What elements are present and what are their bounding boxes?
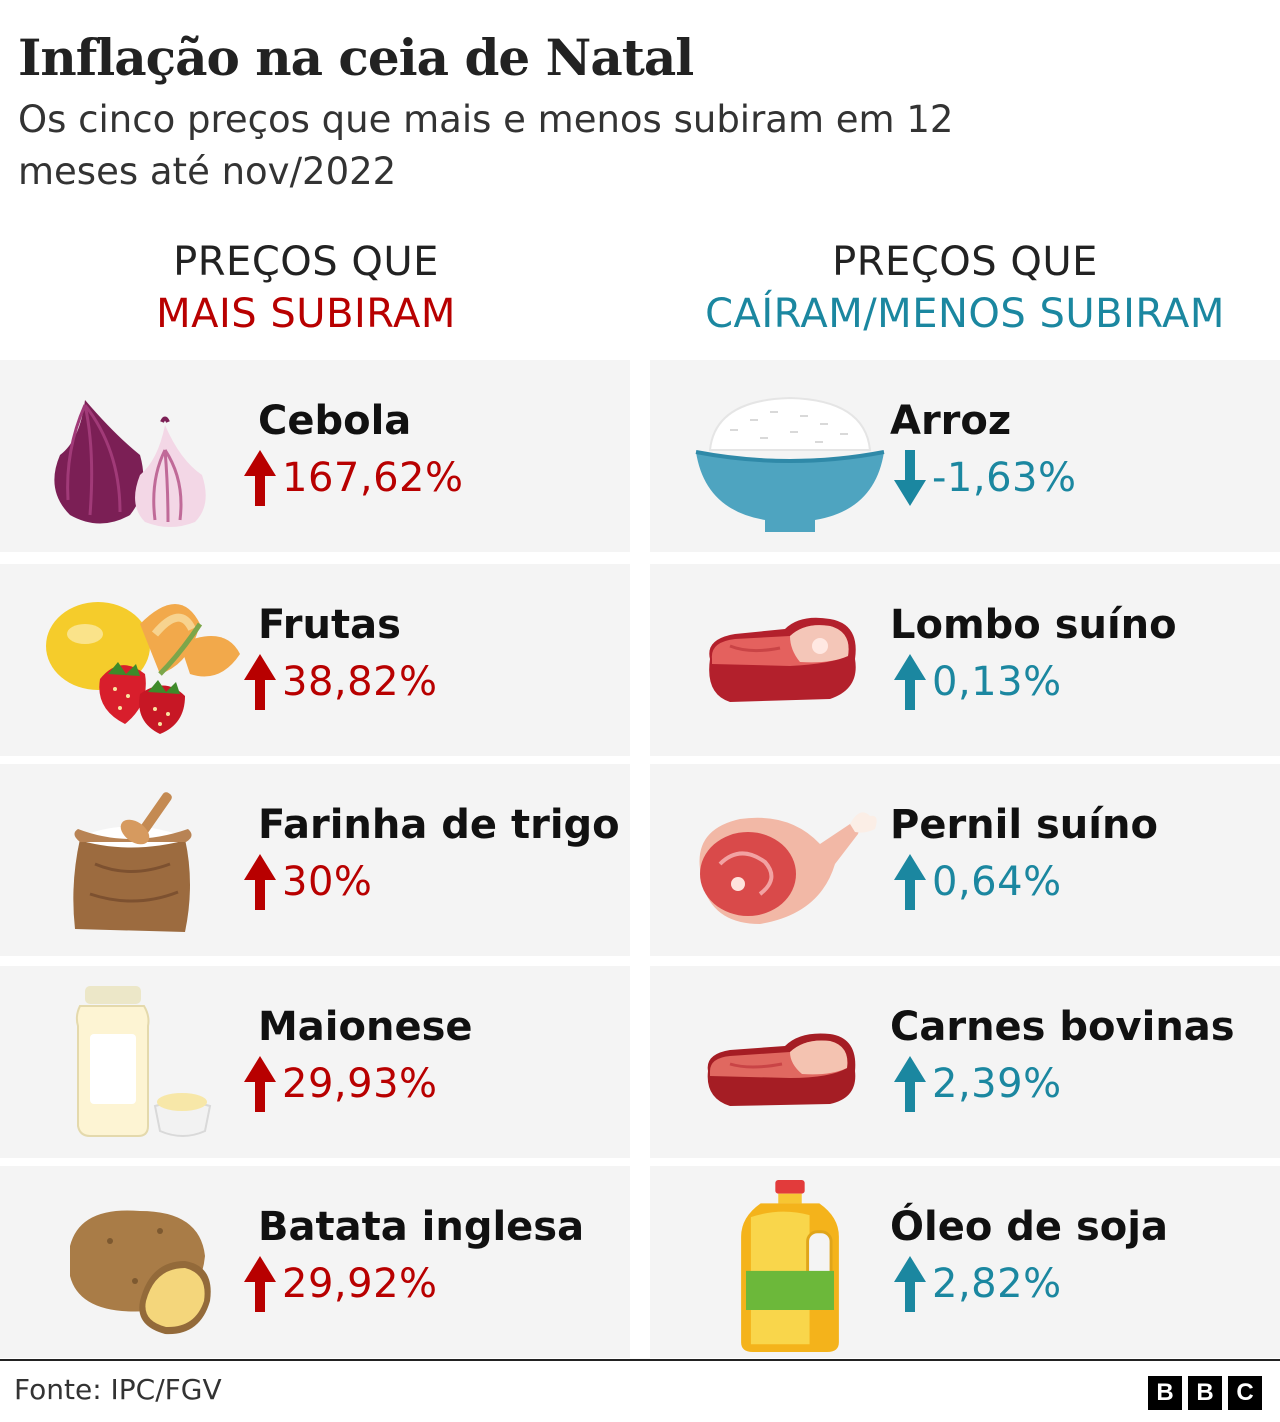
item-name: Frutas bbox=[258, 602, 401, 648]
footer-divider bbox=[0, 1359, 1280, 1361]
pork-loin-icon bbox=[709, 617, 856, 702]
item-percent: 29,93% bbox=[282, 1061, 438, 1107]
item-name: Pernil suíno bbox=[890, 802, 1158, 848]
item-percent: 38,82% bbox=[282, 659, 438, 705]
arrow-up-icon bbox=[244, 854, 276, 910]
item-name: Farinha de trigo bbox=[258, 802, 620, 848]
item-card-frutas: Frutas 38,82% bbox=[0, 564, 630, 756]
item-card-farinha: Farinha de trigo 30% bbox=[0, 764, 630, 956]
arrow-up-icon bbox=[244, 1056, 276, 1112]
item-card-batata: Batata inglesa 29,92% bbox=[0, 1166, 630, 1358]
item-card-arroz: Arroz -1,63% bbox=[650, 360, 1280, 552]
column-header-fell-line2: CAÍRAM/MENOS SUBIRAM bbox=[705, 291, 1225, 337]
item-name: Carnes bovinas bbox=[890, 1004, 1235, 1050]
arrow-up-icon bbox=[244, 654, 276, 710]
arrow-up-icon bbox=[894, 854, 926, 910]
item-name: Maionese bbox=[258, 1004, 473, 1050]
pork-leg-icon bbox=[699, 812, 877, 924]
item-percent: 29,92% bbox=[282, 1261, 438, 1307]
item-percent: 0,64% bbox=[932, 859, 1062, 905]
bbc-logo-letter: C bbox=[1228, 1376, 1262, 1410]
item-card-cebola: Cebola 167,62% bbox=[0, 360, 630, 552]
item-card-carnes: Carnes bovinas 2,39% bbox=[650, 966, 1280, 1158]
item-percent: 0,13% bbox=[932, 659, 1062, 705]
item-value-row: 38,82% bbox=[240, 652, 438, 712]
arrow-up-icon bbox=[244, 1256, 276, 1312]
item-value-row: 2,82% bbox=[890, 1254, 1062, 1314]
item-value-row: 2,39% bbox=[890, 1054, 1062, 1114]
page-title: Inflação na ceia de Natal bbox=[18, 28, 694, 87]
column-header-fell-line1: PREÇOS QUE bbox=[832, 239, 1098, 285]
oil-bottle-icon bbox=[741, 1179, 839, 1353]
item-name: Cebola bbox=[258, 398, 412, 444]
item-name: Batata inglesa bbox=[258, 1204, 585, 1250]
item-name: Óleo de soja bbox=[890, 1204, 1168, 1250]
item-name: Lombo suíno bbox=[890, 602, 1177, 648]
item-percent: 2,39% bbox=[932, 1061, 1062, 1107]
column-header-rose-line1: PREÇOS QUE bbox=[173, 239, 439, 285]
item-value-row: 29,93% bbox=[240, 1054, 438, 1114]
item-value-row: -1,63% bbox=[890, 448, 1077, 508]
item-card-pernil: Pernil suíno 0,64% bbox=[650, 764, 1280, 956]
item-value-row: 0,13% bbox=[890, 652, 1062, 712]
mayonnaise-jar-icon bbox=[75, 986, 212, 1137]
potato-icon bbox=[70, 1210, 211, 1335]
rice-bowl-icon bbox=[695, 396, 885, 532]
bbc-logo-letter: B bbox=[1188, 1376, 1222, 1410]
column-header-rose-line2: MAIS SUBIRAM bbox=[156, 291, 456, 337]
item-percent: 30% bbox=[282, 859, 373, 905]
item-card-maionese: Maionese 29,93% bbox=[0, 966, 630, 1158]
arrow-down-icon bbox=[894, 450, 926, 506]
bbc-logo-letter: B bbox=[1148, 1376, 1182, 1410]
item-card-lombo: Lombo suíno 0,13% bbox=[650, 564, 1280, 756]
page-subtitle: Os cinco preços que mais e menos subiram… bbox=[18, 98, 954, 193]
beef-steak-icon bbox=[707, 1033, 856, 1106]
column-header-rose: PREÇOS QUE MAIS SUBIRAM bbox=[0, 236, 612, 340]
arrow-up-icon bbox=[244, 450, 276, 506]
flour-sack-icon bbox=[73, 792, 192, 932]
item-value-row: 0,64% bbox=[890, 852, 1062, 912]
item-percent: 167,62% bbox=[282, 455, 464, 501]
arrow-up-icon bbox=[894, 1256, 926, 1312]
onion-icon bbox=[54, 400, 206, 527]
arrow-up-icon bbox=[894, 1056, 926, 1112]
source-note: Fonte: IPC/FGV bbox=[14, 1373, 222, 1406]
item-value-row: 30% bbox=[240, 852, 372, 912]
item-value-row: 29,92% bbox=[240, 1254, 438, 1314]
arrow-up-icon bbox=[894, 654, 926, 710]
item-card-oleo: Óleo de soja 2,82% bbox=[650, 1166, 1280, 1358]
bbc-logo: B B C bbox=[1148, 1376, 1262, 1410]
item-percent: -1,63% bbox=[932, 455, 1077, 501]
item-name: Arroz bbox=[890, 398, 1012, 444]
item-percent: 2,82% bbox=[932, 1261, 1062, 1307]
item-value-row: 167,62% bbox=[240, 448, 463, 508]
fruits-icon bbox=[46, 602, 240, 734]
column-header-fell: PREÇOS QUE CAÍRAM/MENOS SUBIRAM bbox=[650, 236, 1280, 340]
